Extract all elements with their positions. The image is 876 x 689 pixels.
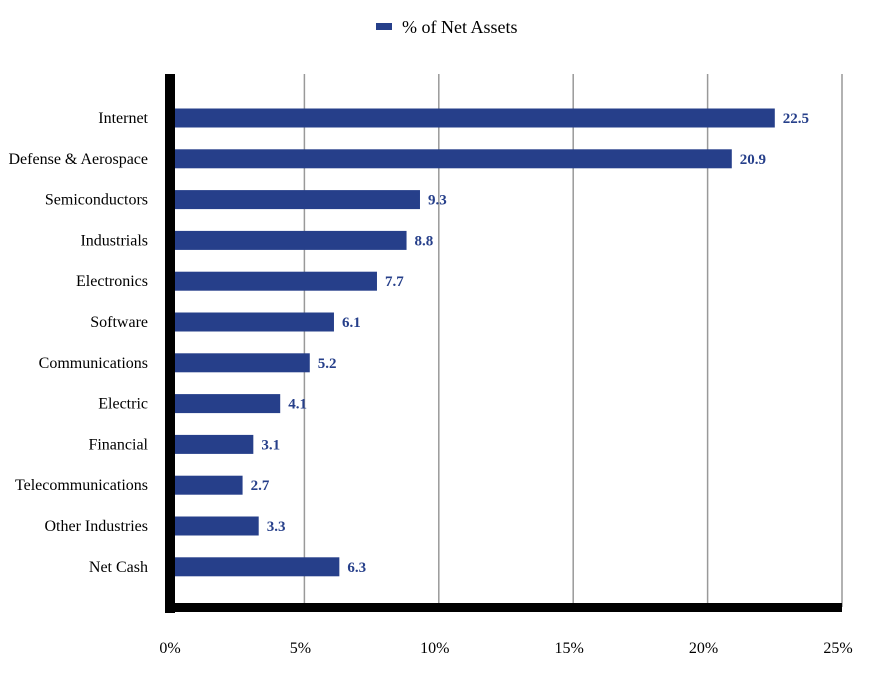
bar-net-cash: [172, 557, 340, 577]
axes: [165, 74, 842, 613]
bar-communications: [172, 353, 310, 373]
category-label: Net Cash: [89, 559, 148, 576]
bar-telecommunications: [172, 475, 243, 495]
category-label: Communications: [39, 355, 148, 372]
y-axis: [165, 74, 175, 613]
bar-other-industries: [172, 516, 259, 536]
bar-internet: [172, 108, 775, 128]
x-tick-label: 25%: [823, 640, 852, 657]
bar-electronics: [172, 271, 377, 291]
category-label: Defense & Aerospace: [9, 151, 149, 168]
data-label: 2.7: [251, 478, 270, 494]
category-label: Other Industries: [44, 518, 148, 535]
x-tick-label: 0%: [159, 640, 180, 657]
bar-industrials: [172, 230, 407, 250]
category-label: Telecommunications: [15, 477, 148, 494]
category-label: Electronics: [76, 273, 148, 290]
data-label: 3.1: [261, 437, 280, 453]
legend: % of Net Assets: [376, 17, 518, 37]
category-label: Industrials: [80, 232, 148, 249]
x-tick-label: 5%: [290, 640, 311, 657]
labels: Internet 22.5 Defense & Aerospace 20.9 Semic…: [9, 110, 853, 657]
data-label: 6.1: [342, 315, 361, 331]
legend-label: % of Net Assets: [402, 17, 518, 37]
category-label: Electric: [98, 396, 148, 413]
bar-financial: [172, 434, 254, 454]
category-label: Software: [90, 314, 148, 331]
bar-software: [172, 312, 334, 332]
data-label: 6.3: [347, 560, 366, 576]
data-label: 7.7: [385, 274, 404, 290]
x-tick-label: 10%: [420, 640, 449, 657]
data-label: 20.9: [740, 152, 766, 168]
legend-swatch: [376, 23, 392, 30]
data-label: 4.1: [288, 397, 307, 413]
bar-semiconductors: [172, 190, 420, 210]
bar-electric: [172, 394, 281, 414]
x-tick-label: 15%: [555, 640, 584, 657]
x-tick-label: 20%: [689, 640, 718, 657]
data-label: 22.5: [783, 111, 809, 127]
category-label: Internet: [98, 110, 148, 127]
x-axis: [165, 603, 842, 612]
category-label: Financial: [88, 436, 148, 453]
data-label: 5.2: [318, 356, 337, 372]
data-label: 8.8: [415, 233, 434, 249]
data-label: 9.3: [428, 193, 447, 209]
category-label: Semiconductors: [45, 192, 148, 209]
bar-defense-aerospace: [172, 149, 732, 169]
bars: [172, 108, 775, 577]
data-label: 3.3: [267, 519, 286, 535]
